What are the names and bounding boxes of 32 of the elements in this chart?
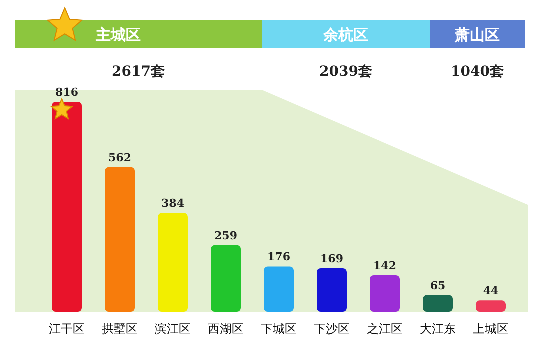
- bar: [370, 275, 400, 312]
- x-tick-label: 下沙区: [314, 322, 350, 336]
- bar: [317, 268, 347, 312]
- data-label: 816: [56, 86, 79, 99]
- x-tick-label: 滨江区: [155, 322, 191, 336]
- x-tick-label: 大江东: [420, 322, 456, 336]
- x-tick-label: 下城区: [261, 322, 297, 336]
- text: 2039套: [320, 64, 372, 80]
- bar: [158, 213, 188, 312]
- data-label: 65: [430, 279, 446, 292]
- data-label: 259: [214, 229, 238, 242]
- x-tick-label: 拱墅区: [102, 322, 138, 336]
- data-label: 169: [320, 252, 344, 266]
- text: 2617套: [112, 64, 165, 80]
- data-label: 384: [162, 197, 185, 210]
- text: 萧山区: [454, 26, 500, 44]
- data-label: 142: [374, 259, 396, 272]
- text: 主城区: [95, 26, 141, 44]
- x-tick-label: 西湖区: [208, 322, 244, 336]
- data-label: 176: [268, 250, 291, 264]
- bar: [211, 245, 241, 312]
- bar: [423, 295, 453, 312]
- x-tick-label: 江干区: [49, 322, 85, 336]
- bar: [105, 167, 135, 312]
- text: 余杭区: [322, 26, 368, 44]
- x-tick-label: 上城区: [473, 322, 509, 336]
- bar: [264, 266, 294, 312]
- bar: [476, 300, 506, 312]
- data-label: 562: [108, 151, 132, 164]
- text: 1040套: [451, 64, 504, 80]
- data-label: 44: [483, 284, 499, 298]
- x-tick-label: 之江区: [367, 322, 403, 336]
